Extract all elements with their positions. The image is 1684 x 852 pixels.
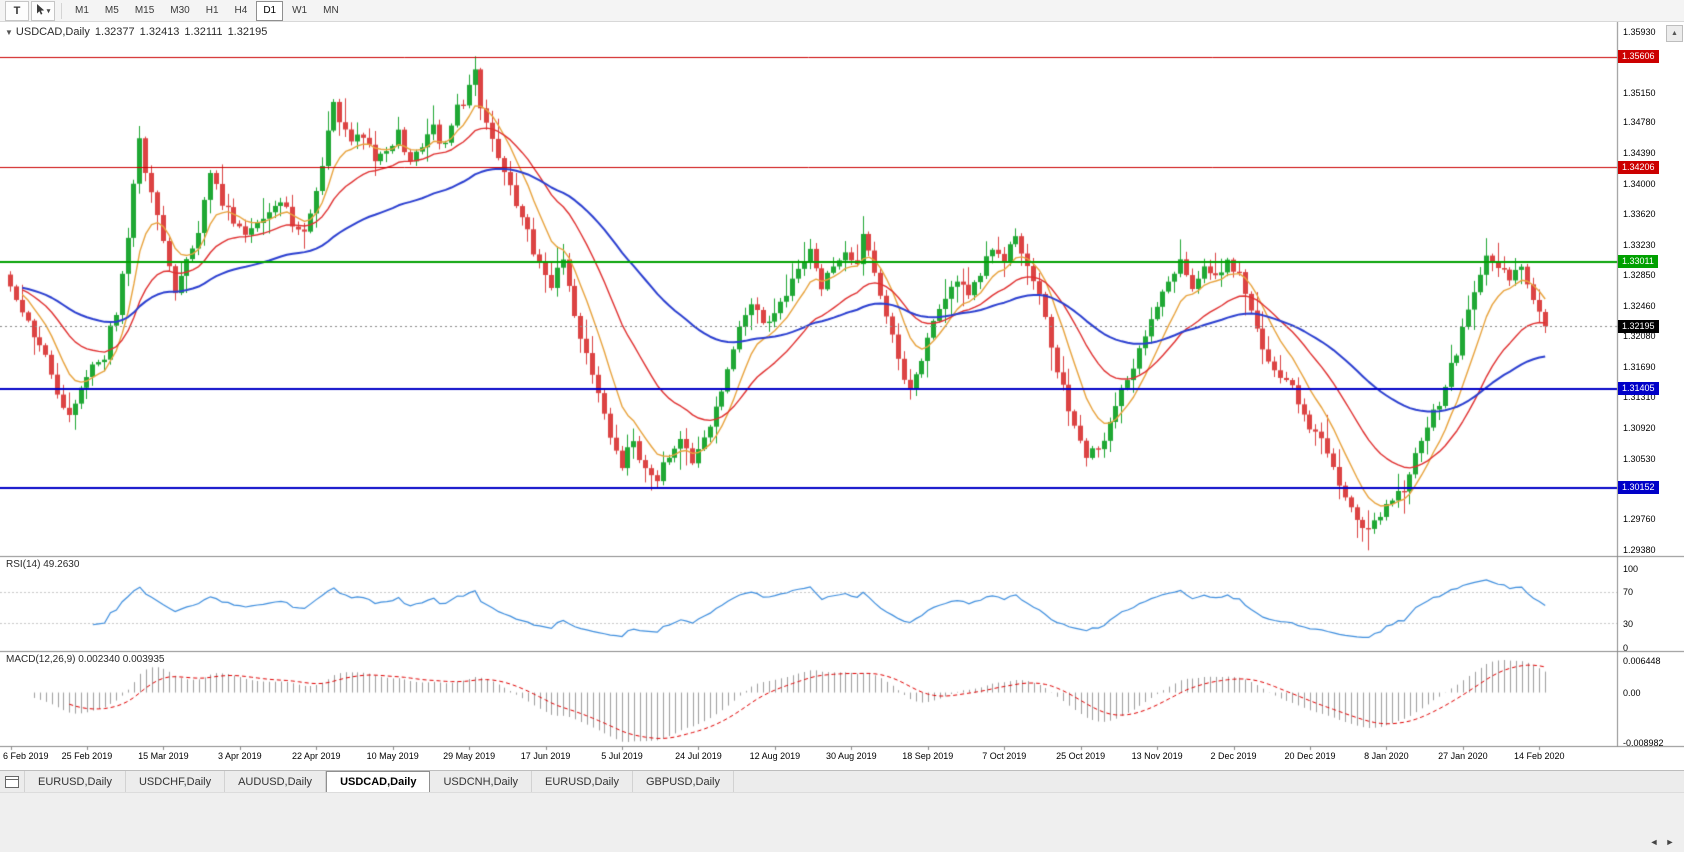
chart-title: ▼ USDCAD,Daily 1.32377 1.32413 1.32111 1.3219… [5,26,267,38]
date-axis[interactable]: 6 Feb 2019 25 Feb 2019 15 Mar 2019 3 Apr 20… [0,746,1618,768]
price-axis-label: 1.32460 [1623,300,1656,311]
chart-tab-bar: EURUSD,Daily USDCHF,Daily AUDUSD,Daily USDC… [0,770,1684,792]
timeframe-button-m15[interactable]: M15 [134,5,155,16]
cursor-tool-button[interactable]: ▾ [31,0,55,21]
macd-scale-label: -0.008982 [1623,737,1664,748]
date-axis-label: 3 Apr 2019 [218,751,262,761]
timeframe-button-m1[interactable]: M1 [75,5,89,16]
date-axis-label: 22 Apr 2019 [291,751,341,761]
price-axis-label: 1.31690 [1623,361,1656,372]
tab-scroll-right-button[interactable]: ► [1662,835,1678,849]
date-axis-label: 17 Jun 2019 [520,751,571,761]
price-axis[interactable]: 1.35930 1.35150 1.34780 1.34390 1.34000 1.336… [1618,22,1684,748]
bottom-strip: ◄ ► [0,792,1684,852]
date-axis-label: 15 Mar 2019 [138,751,189,761]
chart-tab-4-usdcnh-daily[interactable]: USDCNH,Daily [430,771,533,792]
high-value: 1.32413 [139,26,180,38]
price-axis-label: 1.29760 [1623,514,1656,525]
date-axis-label: 7 Oct 2019 [982,751,1027,761]
date-axis-label: 5 Jul 2019 [601,751,643,761]
price-tag-1.30152: 1.30152 [1618,481,1659,495]
chevron-down-icon: ▾ [46,7,51,15]
symbol-period-label: USDCAD,Daily [15,26,90,38]
rsi-scale-label: 100 [1623,563,1639,574]
low-value: 1.32111 [184,26,223,38]
rsi-scale-label: 0 [1623,642,1629,653]
toolbar: T ▾ M1 M5 M15 M30 H1 H4 D1 W1 MN [0,0,1684,22]
chart-tab-1-usdchf-daily[interactable]: USDCHF,Daily [125,771,226,792]
price-axis-label: 1.30920 [1623,422,1656,433]
price-tag-1.33011: 1.33011 [1618,255,1658,269]
rsi-scale-label: 30 [1623,618,1634,629]
close-value: 1.32195 [227,26,268,38]
date-axis-label: 2 Dec 2019 [1210,751,1257,761]
date-axis-label: 27 Jan 2020 [1438,751,1488,761]
collapse-arrow-icon[interactable]: ▼ [5,28,13,37]
price-tag-1.31405: 1.31405 [1618,382,1659,396]
chart-tab-5-eurusd-daily[interactable]: EURUSD,Daily [532,771,633,792]
macd-scale-label: 0.00 [1623,688,1641,699]
price-axis-label: 1.30530 [1623,453,1656,464]
date-axis-label: 25 Feb 2019 [61,751,113,761]
price-axis-label: 1.34000 [1623,179,1656,190]
chart-tab-2-audusd-daily[interactable]: AUDUSD,Daily [225,771,327,792]
price-axis-label: 1.31310 [1623,391,1656,402]
macd-scale-label: 0.006448 [1623,655,1661,666]
macd-indicator-label: MACD(12,26,9) 0.002340 0.003935 [6,654,165,665]
date-axis-label: 29 May 2019 [443,751,496,761]
timeframe-button-group: M1 M5 M15 M30 H1 H4 D1 W1 MN [67,0,347,21]
tab-scroll-left-button[interactable]: ◄ [1646,835,1662,849]
chart-tab-0-eurusd-daily[interactable]: EURUSD,Daily [25,771,126,792]
date-axis-label: 8 Jan 2020 [1364,751,1409,761]
price-chart-plot-area[interactable] [0,22,1684,770]
timeframe-button-mn[interactable]: MN [323,5,339,16]
chart-tab-3-usdcad-daily[interactable]: USDCAD,Daily [326,771,431,792]
chart-tab-list: EURUSD,Daily USDCHF,Daily AUDUSD,Daily USDC… [25,771,734,792]
cursor-icon [36,3,45,18]
toolbar-button-t[interactable]: T [5,0,29,21]
chart-tab-6-gbpusd-daily[interactable]: GBPUSD,Daily [633,771,734,792]
date-axis-label: 10 May 2019 [366,751,419,761]
date-axis-label: 13 Nov 2019 [1131,751,1183,761]
timeframe-button-h1[interactable]: H1 [205,5,219,16]
date-axis-label: 6 Feb 2019 [3,751,49,761]
date-axis-label: 12 Aug 2019 [749,751,801,761]
price-tag-1.35606: 1.35606 [1618,50,1659,64]
chart-windows-icon[interactable] [0,771,25,792]
toolbar-separator [61,2,62,19]
timeframe-button-m5[interactable]: M5 [104,5,119,16]
price-axis-label: 1.32080 [1623,330,1656,341]
price-tag-1.34206: 1.34206 [1618,160,1659,174]
scroll-up-button[interactable]: ▲ [1666,25,1683,42]
date-axis-label: 18 Sep 2019 [902,751,954,761]
date-axis-label: 30 Aug 2019 [826,751,877,761]
price-axis-label: 1.34390 [1623,148,1656,159]
price-tag-1.32195: 1.32195 [1618,319,1659,333]
rsi-indicator-label: RSI(14) 49.2630 [6,559,80,570]
price-axis-label: 1.34780 [1623,117,1656,128]
open-value: 1.32377 [94,26,135,38]
price-axis-label: 1.35150 [1623,88,1656,99]
price-axis-label: 1.33230 [1623,240,1656,251]
date-axis-label: 25 Oct 2019 [1056,751,1106,761]
date-axis-label: 24 Jul 2019 [675,751,722,761]
timeframe-button-h4[interactable]: H4 [234,5,248,16]
timeframe-button-w1[interactable]: W1 [292,5,308,16]
price-axis-label: 1.29380 [1623,544,1656,555]
price-axis-label: 1.33620 [1623,209,1656,220]
date-axis-label: 20 Dec 2019 [1284,751,1336,761]
price-axis-label: 1.32850 [1623,270,1656,281]
date-axis-label: 14 Feb 2020 [1514,751,1565,761]
price-axis-label: 1.35930 [1623,26,1656,37]
rsi-scale-label: 70 [1623,587,1634,598]
timeframe-button-m30[interactable]: M30 [170,5,190,16]
timeframe-button-d1[interactable]: D1 [256,0,284,21]
